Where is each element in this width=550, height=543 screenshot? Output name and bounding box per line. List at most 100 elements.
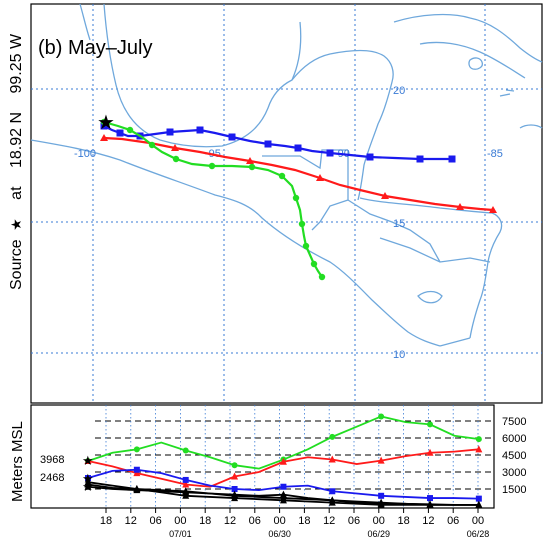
map-panel: 20 15 10 -100 -95 -90 -85 ★ (b) May–July	[30, 3, 543, 404]
border-hn-ni	[379, 237, 491, 263]
lat-lon-grid	[31, 4, 542, 403]
border-gt-bz	[311, 150, 349, 231]
height-point-blue	[182, 476, 189, 483]
coastline-honduras	[359, 197, 503, 339]
map-trajectories	[100, 118, 497, 281]
right-tick-1500: 1500	[502, 484, 526, 496]
height-panel: ★★★ 7500 6000 4500 3000 1500 3968 2468 M…	[9, 404, 526, 539]
coastline-isla-juventud	[468, 57, 484, 70]
source-label-star: ★	[8, 218, 24, 231]
hour-tick-label: 06	[348, 515, 360, 527]
lon-label-85: -85	[487, 148, 503, 160]
hour-tick-label: 00	[373, 515, 385, 527]
border-gt-hn	[347, 199, 441, 263]
map-point-blue	[264, 140, 272, 148]
left-value-3968: 3968	[40, 454, 64, 466]
height-point-red	[328, 455, 336, 463]
map-track-green	[103, 120, 323, 278]
map-frame	[30, 3, 543, 404]
map-point-red	[246, 157, 254, 164]
coastlines	[30, 3, 543, 347]
map-point-red	[100, 134, 108, 141]
map-point-green	[172, 155, 180, 163]
height-start-star: ★	[82, 471, 94, 486]
coastline-gulf	[103, 3, 302, 148]
lon-label-100: -100	[74, 148, 96, 160]
hour-tick-label: 06	[149, 515, 161, 527]
map-point-green	[100, 118, 108, 126]
map-track-blue	[103, 125, 452, 161]
hour-tick-label: 12	[323, 515, 335, 527]
hour-tick-label: 18	[199, 515, 211, 527]
hour-tick-label: 12	[422, 515, 434, 527]
hour-tick-label: 06	[249, 515, 261, 527]
map-point-green	[148, 141, 156, 149]
map-point-green	[208, 162, 216, 170]
hour-tick-label: 00	[174, 515, 186, 527]
date-tick-label: 06/29	[368, 529, 391, 539]
coastline-nicaragua-lake	[417, 290, 443, 304]
height-point-blue	[475, 495, 482, 502]
height-point-black-3	[84, 478, 92, 486]
source-star-marker: ★	[97, 112, 115, 134]
coastline-cayman	[499, 89, 515, 97]
source-label-prefix: Source	[8, 239, 25, 290]
hour-tick-label: 12	[125, 515, 137, 527]
height-point-black-3	[426, 500, 434, 508]
map-point-blue	[100, 122, 108, 130]
source-label-lat: 18.92 N	[8, 112, 25, 168]
hour-tick-labels: 18 12 06 00 18 12 06 00 18 12 06 00 18 12 06 00	[100, 508, 484, 527]
height-point-black-3	[231, 494, 239, 502]
height-point-red	[377, 456, 385, 464]
map-point-green	[318, 273, 326, 281]
height-frame	[30, 404, 495, 509]
lat-label-15: 15	[393, 218, 405, 230]
height-point-green	[475, 436, 482, 443]
map-point-blue	[294, 144, 302, 152]
map-point-blue	[196, 126, 204, 134]
map-point-green	[302, 242, 310, 250]
source-label-at: at	[8, 186, 25, 200]
height-point-black-3	[133, 485, 141, 492]
map-point-red	[489, 206, 497, 213]
height-point-black-3	[279, 496, 287, 504]
height-point-red	[182, 480, 190, 488]
border-ni-cr	[439, 337, 471, 347]
date-tick-label: 06/30	[268, 529, 291, 539]
height-ylabel: Meters MSL	[9, 421, 26, 502]
height-point-red	[84, 457, 92, 465]
left-value-2468: 2468	[40, 472, 64, 484]
hour-tick-label: 12	[224, 515, 236, 527]
height-point-blue	[231, 486, 238, 492]
height-start-star: ★	[82, 479, 94, 494]
height-point-black-2	[182, 487, 190, 495]
height-trajectories: ★★★	[82, 413, 483, 508]
height-point-green	[133, 446, 140, 453]
coastline-yucatan	[291, 49, 394, 201]
height-point-green	[426, 421, 433, 428]
hour-tick-label: 06	[447, 515, 459, 527]
height-point-black-3	[475, 500, 483, 508]
height-point-blue	[426, 495, 433, 502]
map-point-red	[171, 144, 179, 151]
height-point-black-2	[279, 490, 287, 498]
map-point-red	[316, 174, 324, 181]
hour-tick-label: 18	[100, 515, 112, 527]
height-point-green	[182, 447, 189, 454]
height-point-black-3	[182, 491, 190, 499]
map-point-green	[278, 172, 286, 180]
height-point-blue	[280, 483, 287, 490]
height-point-blue	[378, 492, 385, 499]
source-label-lon: 99.25 W	[8, 33, 25, 93]
map-point-green	[310, 260, 318, 268]
height-point-blue	[133, 466, 140, 473]
date-tick-labels: 07/01 06/30 06/29 06/28	[169, 529, 489, 539]
coastline-cuba	[393, 13, 543, 63]
height-point-blue	[85, 475, 91, 482]
coastline-mexico-pacific	[30, 139, 441, 347]
hour-tick-label: 00	[472, 515, 484, 527]
right-tick-7500: 7500	[502, 416, 526, 428]
height-point-green	[329, 433, 336, 440]
height-point-red	[475, 445, 483, 453]
